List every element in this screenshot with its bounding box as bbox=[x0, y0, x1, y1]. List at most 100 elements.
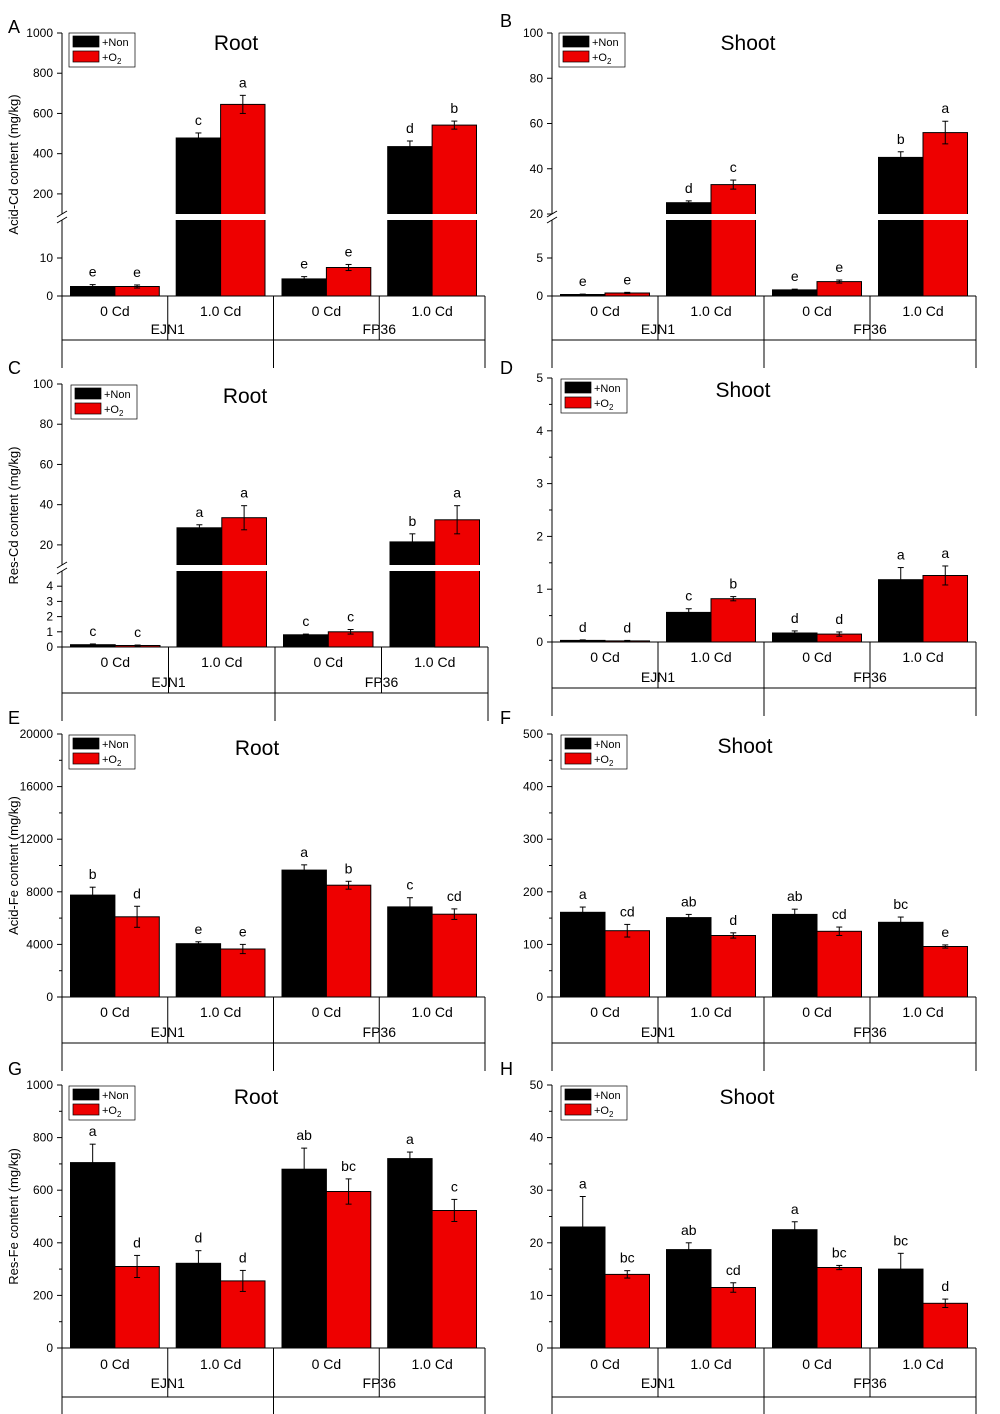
axis-break-band bbox=[58, 565, 490, 571]
bar-o2-1 bbox=[710, 935, 756, 998]
y-tick-label: 3 bbox=[536, 477, 543, 491]
significance-letter: bc bbox=[893, 1232, 908, 1248]
error-bar-1-0 bbox=[624, 923, 631, 938]
axis-break-mark bbox=[56, 216, 68, 224]
x-category-label: 1.0 Cd bbox=[902, 649, 943, 665]
error-bar-1-3 bbox=[451, 908, 458, 920]
legend-label: +Non bbox=[594, 383, 621, 395]
error-bar-0-3 bbox=[897, 916, 904, 929]
y-tick-label: 0 bbox=[46, 289, 53, 303]
significance-letter: a bbox=[453, 485, 461, 501]
error-bar-0-1 bbox=[685, 200, 692, 205]
legend-subscript: 2 bbox=[117, 57, 122, 66]
legend: +Non+O2 bbox=[70, 384, 138, 420]
legend: +Non+O2 bbox=[68, 1085, 136, 1121]
significance-letter: c bbox=[347, 609, 354, 625]
y-tick-label: 60 bbox=[40, 457, 54, 471]
y-tick-label: 1000 bbox=[26, 26, 53, 40]
bar-non-1 bbox=[666, 1249, 712, 1349]
significance-letter: a bbox=[406, 1131, 414, 1147]
y-tick-label: 50 bbox=[530, 1078, 544, 1092]
panel-letter: G bbox=[8, 1059, 22, 1079]
significance-letter: cd bbox=[726, 1262, 741, 1278]
significance-letter: b bbox=[729, 576, 737, 592]
x-category-label: 0 Cd bbox=[100, 654, 130, 670]
y-tick-label: 4 bbox=[46, 579, 53, 593]
y-tick-label: 1 bbox=[536, 582, 543, 596]
y-tick-label: 40 bbox=[40, 498, 54, 512]
y-tick-label: 8000 bbox=[26, 885, 53, 899]
error-bar-1-2 bbox=[345, 263, 352, 272]
legend: +Non+O2 bbox=[560, 1085, 628, 1121]
x-category-label: 0 Cd bbox=[802, 1004, 832, 1020]
y-tick-label: 500 bbox=[523, 727, 543, 741]
significance-letter: e bbox=[300, 256, 308, 272]
x-group-label: EJN1 bbox=[151, 1375, 185, 1391]
legend-subscript: 2 bbox=[117, 1110, 122, 1119]
error-bar-0-3 bbox=[897, 151, 904, 164]
significance-letter: cd bbox=[447, 888, 462, 904]
panel-letter: F bbox=[500, 708, 511, 728]
bar-non-3 bbox=[387, 1158, 433, 1349]
significance-letter: bc bbox=[832, 1244, 847, 1260]
bar-o2-2 bbox=[325, 884, 372, 998]
axis-break-mark bbox=[56, 567, 68, 575]
legend-subscript: 2 bbox=[609, 403, 614, 412]
significance-letter: a bbox=[941, 545, 949, 561]
legend-swatch bbox=[562, 35, 590, 48]
panel-letter: H bbox=[500, 1059, 513, 1079]
legend: +Non+O2 bbox=[560, 734, 628, 770]
legend-swatch bbox=[562, 50, 590, 63]
significance-letter: a bbox=[579, 1176, 587, 1192]
x-group-label: EJN1 bbox=[641, 321, 675, 337]
significance-letter: c bbox=[451, 1178, 458, 1194]
significance-letter: d bbox=[729, 912, 737, 928]
significance-letter: c bbox=[406, 877, 413, 893]
error-bar-0-2 bbox=[301, 864, 308, 876]
significance-letter: a bbox=[579, 886, 587, 902]
error-bar-0-2 bbox=[791, 1221, 798, 1239]
error-bar-1-1 bbox=[239, 1269, 246, 1292]
axis-break-band bbox=[548, 214, 978, 220]
significance-letter: e bbox=[791, 268, 799, 284]
error-bar-0-0 bbox=[89, 284, 96, 289]
significance-letter: c bbox=[730, 159, 737, 175]
x-group-label: EJN1 bbox=[641, 669, 675, 685]
bar-o2-2 bbox=[325, 1191, 372, 1349]
y-tick-label: 800 bbox=[33, 1131, 53, 1145]
error-bar-1-0 bbox=[624, 639, 631, 642]
legend-label: +Non bbox=[594, 1090, 621, 1102]
x-group-label: FP36 bbox=[853, 1024, 887, 1040]
y-tick-label: 2 bbox=[536, 529, 543, 543]
x-category-label: 0 Cd bbox=[590, 1356, 620, 1372]
error-bar-0-0 bbox=[89, 886, 96, 904]
error-bar-0-1 bbox=[196, 524, 203, 532]
error-bar-1-1 bbox=[239, 94, 246, 114]
bar-o2-2 bbox=[816, 281, 862, 297]
error-bar-1-0 bbox=[134, 905, 141, 928]
error-bar-0-3 bbox=[406, 897, 413, 917]
y-tick-label: 80 bbox=[530, 71, 544, 85]
error-bar-0-2 bbox=[791, 630, 798, 636]
significance-letter: e bbox=[345, 244, 353, 260]
y-tick-label: 30 bbox=[530, 1183, 544, 1197]
y-tick-label: 800 bbox=[33, 66, 53, 80]
significance-letter: e bbox=[941, 924, 949, 940]
significance-letter: ab bbox=[296, 1127, 312, 1143]
y-tick-label: 3 bbox=[46, 594, 53, 608]
significance-letter: e bbox=[239, 923, 247, 939]
bar-non-1 bbox=[175, 1262, 222, 1349]
panel-title: Root bbox=[223, 385, 268, 408]
bar-non-2 bbox=[772, 1229, 818, 1349]
error-bar-0-0 bbox=[579, 906, 586, 919]
significance-letter: e bbox=[89, 264, 97, 280]
significance-letter: b bbox=[450, 100, 458, 116]
significance-letter: d bbox=[835, 611, 843, 627]
error-bar-1-3 bbox=[451, 120, 458, 130]
legend: +Non+O2 bbox=[68, 32, 136, 68]
x-group-label: EJN1 bbox=[151, 674, 185, 690]
y-tick-label: 20000 bbox=[20, 727, 54, 741]
axis-break-mark bbox=[56, 210, 68, 218]
